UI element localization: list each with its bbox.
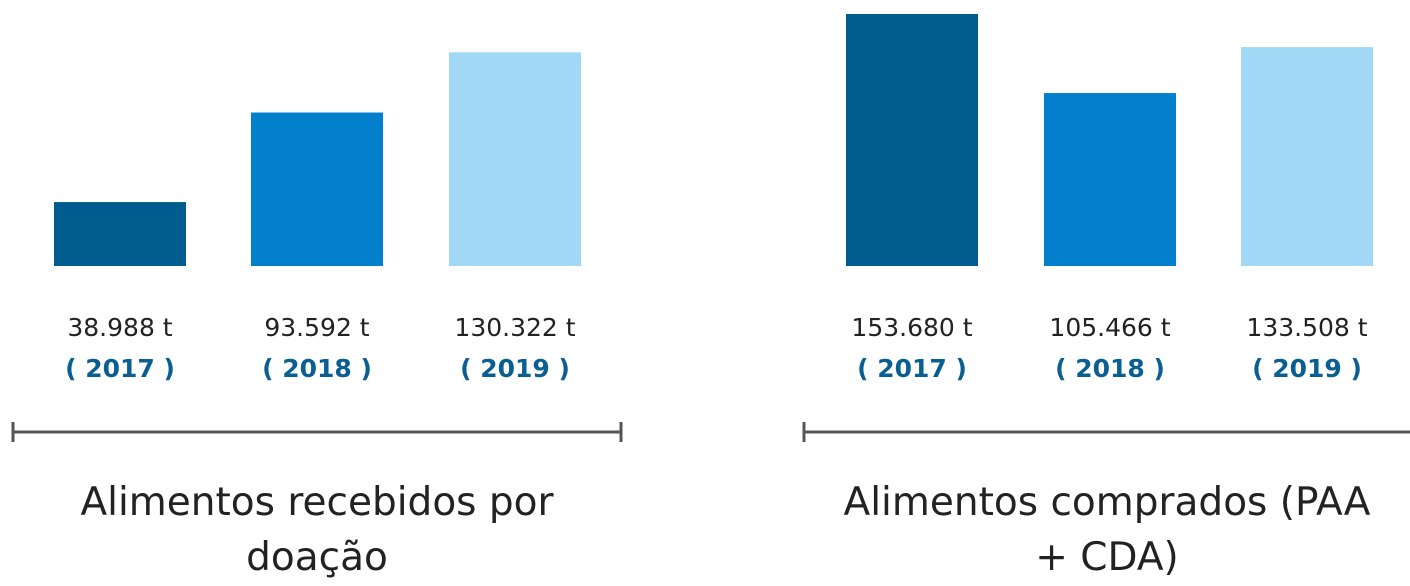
chart-title: Alimentos recebidos por doação bbox=[80, 480, 554, 580]
value-label: 38.988 t bbox=[67, 313, 172, 342]
value-label: 93.592 t bbox=[264, 313, 369, 342]
bar bbox=[251, 112, 383, 267]
bar bbox=[1044, 93, 1176, 267]
year: ( 2017 ) bbox=[857, 354, 967, 383]
bar bbox=[1241, 47, 1373, 267]
value-label: 105.466 t bbox=[1049, 313, 1170, 342]
brackets bbox=[11, 422, 1410, 442]
bar bbox=[54, 202, 186, 266]
value-label: 130.322 t bbox=[454, 313, 575, 342]
year: ( 2019 ) bbox=[460, 354, 570, 383]
chart-title: Alimentos comprados (PAA + CDA) bbox=[843, 480, 1371, 580]
year: ( 2017 ) bbox=[65, 354, 175, 383]
year: ( 2018 ) bbox=[262, 354, 372, 383]
value-label: 133.508 t bbox=[1246, 313, 1367, 342]
year: ( 2019 ) bbox=[1252, 354, 1362, 383]
value-label: 153.680 t bbox=[851, 313, 972, 342]
bar bbox=[846, 14, 978, 266]
year: ( 2018 ) bbox=[1055, 354, 1165, 383]
bar bbox=[449, 52, 581, 266]
